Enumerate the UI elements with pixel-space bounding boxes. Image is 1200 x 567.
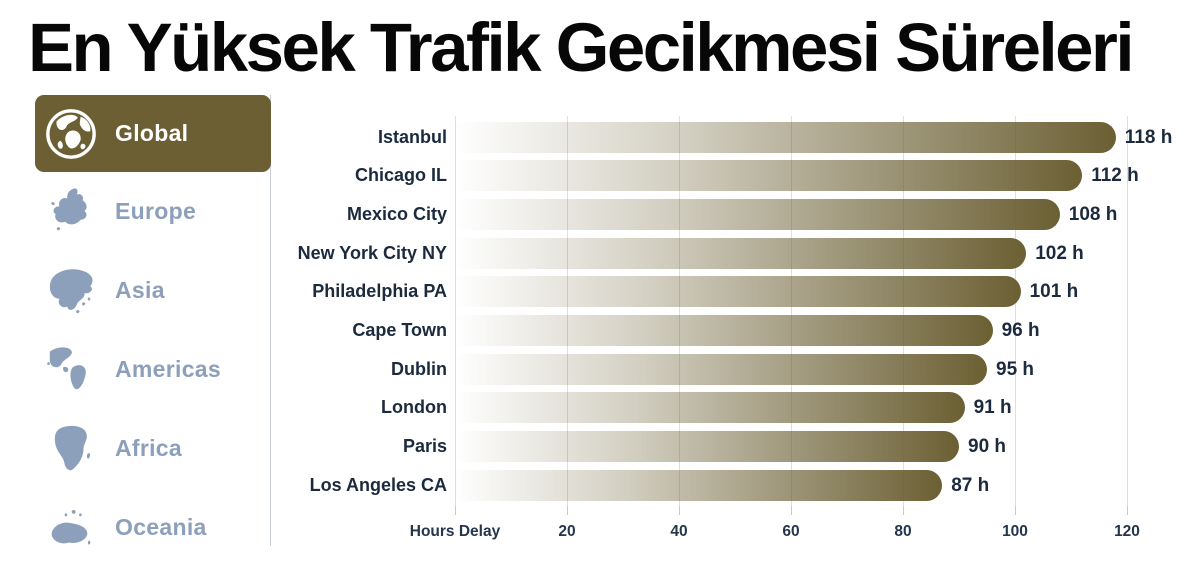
gridline: [454, 116, 456, 506]
asia-icon: [43, 263, 99, 319]
gridline: [678, 116, 680, 506]
gridline: [902, 116, 904, 506]
africa-icon: [43, 421, 99, 477]
gridline: [1014, 116, 1016, 506]
oceania-icon: [43, 500, 99, 556]
sidebar-item-label: Oceania: [115, 514, 207, 540]
sidebar-item-label: Europe: [115, 198, 197, 224]
axis-tickmark: [790, 506, 792, 515]
sidebar-item-asia[interactable]: Asia: [35, 251, 270, 330]
value-label: 91 h: [973, 397, 1012, 419]
delay-bar: [455, 431, 959, 463]
sidebar-item-label: Global: [115, 120, 189, 146]
x-tick-label: 100: [1002, 523, 1028, 540]
category-label: London: [381, 397, 447, 418]
europe-icon: [43, 184, 99, 240]
sidebar-item-label: Americas: [115, 356, 221, 382]
sidebar-item-label: Asia: [115, 277, 165, 303]
category-label: New York City NY: [297, 242, 447, 263]
value-label: 87 h: [951, 474, 990, 496]
category-label: Paris: [402, 436, 447, 457]
gridline: [790, 116, 792, 506]
delay-bar: [455, 469, 943, 501]
delay-bar: [455, 315, 993, 346]
category-label: Istanbul: [377, 126, 447, 147]
category-label: Los Angeles CA: [309, 474, 447, 495]
value-label: 101 h: [1029, 281, 1079, 303]
value-label: 112 h: [1091, 165, 1139, 187]
sidebar-item-americas[interactable]: Americas: [35, 330, 270, 409]
axis-tickmark: [678, 506, 680, 515]
value-label: 108 h: [1068, 203, 1118, 225]
category-label: Philadelphia PA: [312, 281, 447, 302]
sidebar-item-global[interactable]: Global: [35, 95, 271, 172]
x-axis-title: Hours Delay: [409, 523, 501, 540]
traffic-delay-bar-chart: Istanbul 118 h Chicago IL 112 h Mexico City 1…: [297, 116, 1173, 540]
delay-bar: [455, 276, 1021, 308]
axis-tickmark: [1126, 506, 1128, 515]
sidebar-item-label: Africa: [115, 435, 182, 461]
delay-bar: [455, 353, 987, 385]
region-sidebar: Global Europe Asia: [35, 95, 271, 546]
value-label: 96 h: [1001, 320, 1040, 341]
x-tick-label: 60: [782, 523, 800, 540]
category-label: Mexico City: [346, 203, 447, 224]
sidebar-item-europe[interactable]: Europe: [35, 172, 270, 251]
americas-icon: [43, 342, 99, 398]
value-label: 90 h: [968, 436, 1007, 458]
category-label: Cape Town: [352, 320, 447, 340]
traffic-delay-infographic: En Yüksek Trafik Gecikmesi Süreleri Glob…: [28, 9, 1173, 546]
delay-bar: [455, 392, 965, 424]
value-label: 95 h: [996, 358, 1035, 380]
sidebar-item-oceania[interactable]: Oceania: [35, 488, 270, 567]
globe-icon: [43, 106, 99, 162]
delay-bar: [455, 121, 1116, 153]
sidebar-item-africa[interactable]: Africa: [35, 409, 270, 488]
delay-bar: [455, 237, 1027, 269]
value-label: 102 h: [1035, 242, 1084, 264]
category-label: Dublin: [391, 358, 447, 379]
x-tick-label: 80: [894, 523, 912, 540]
page-title: En Yüksek Trafik Gecikmesi Süreleri: [28, 9, 1135, 86]
value-label: 118 h: [1124, 126, 1173, 148]
gridline: [566, 116, 568, 506]
x-tick-label: 20: [558, 523, 576, 540]
delay-bar: [455, 198, 1060, 230]
axis-tickmark: [1014, 506, 1016, 515]
category-label: Chicago IL: [354, 165, 447, 186]
axis-tickmark: [566, 506, 568, 515]
delay-bar: [455, 160, 1083, 192]
gridline: [1126, 116, 1128, 506]
axis-tickmark: [454, 506, 456, 515]
x-tick-label: 40: [670, 523, 688, 540]
x-tick-label: 120: [1114, 523, 1140, 540]
axis-tickmark: [902, 506, 904, 515]
